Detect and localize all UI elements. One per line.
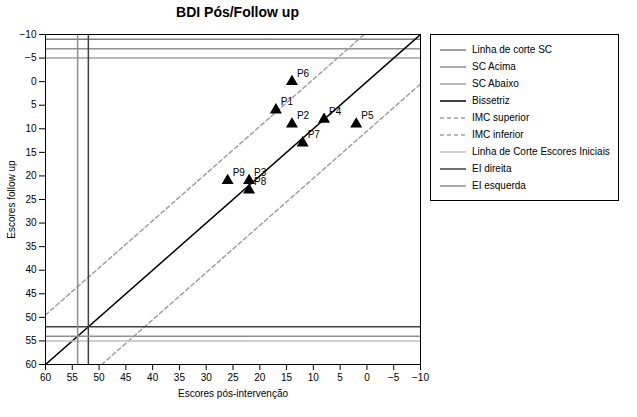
svg-text:25: 25 — [25, 194, 37, 205]
html-text:Bissetriz: Bissetriz — [472, 95, 510, 106]
svg-text:−10: −10 — [20, 29, 37, 40]
svg-text:10: 10 — [308, 372, 320, 383]
svg-text:30: 30 — [201, 372, 213, 383]
svg-text:0: 0 — [364, 372, 370, 383]
svg-text:35: 35 — [174, 372, 186, 383]
svg-text:50: 50 — [94, 372, 106, 383]
html-text:IMC inferior: IMC inferior — [472, 129, 524, 140]
svg-text:25: 25 — [227, 372, 239, 383]
html-text:BDI Pós/Follow up: BDI Pós/Follow up — [176, 4, 299, 20]
svg-text:15: 15 — [25, 147, 37, 158]
svg-text:10: 10 — [25, 123, 37, 134]
svg-text:P6: P6 — [297, 68, 310, 79]
svg-text:P5: P5 — [361, 110, 374, 121]
svg-text:15: 15 — [281, 372, 293, 383]
svg-text:5: 5 — [337, 372, 343, 383]
svg-text:55: 55 — [67, 372, 79, 383]
svg-text:P7: P7 — [308, 129, 321, 140]
html-text:EI direita: EI direita — [472, 163, 512, 174]
svg-text:P4: P4 — [329, 106, 342, 117]
svg-text:P2: P2 — [297, 110, 310, 121]
svg-text:Escores follow up: Escores follow up — [6, 160, 17, 239]
svg-text:P3: P3 — [254, 166, 267, 178]
html-text:Linha de Corte Escores Iniciai: Linha de Corte Escores Iniciais — [472, 146, 610, 157]
svg-text:55: 55 — [25, 335, 37, 346]
svg-text:Escores pós-intervenção: Escores pós-intervenção — [178, 388, 288, 399]
svg-text:60: 60 — [40, 372, 52, 383]
svg-text:60: 60 — [25, 359, 37, 370]
html-text:SC Abaixo: SC Abaixo — [472, 78, 519, 89]
svg-text:40: 40 — [25, 264, 37, 275]
svg-text:20: 20 — [25, 170, 37, 181]
html-text:Linha de corte SC: Linha de corte SC — [472, 44, 553, 55]
svg-text:−5: −5 — [25, 52, 37, 63]
svg-text:−5: −5 — [388, 372, 400, 383]
svg-text:30: 30 — [25, 217, 37, 228]
svg-text:−10: −10 — [412, 372, 429, 383]
svg-text:P9: P9 — [233, 167, 246, 178]
svg-text:40: 40 — [147, 372, 159, 383]
html-text:IMC superior: IMC superior — [472, 112, 530, 123]
svg-text:35: 35 — [25, 241, 37, 252]
svg-text:P8: P8 — [254, 176, 267, 187]
svg-text:50: 50 — [25, 312, 37, 323]
svg-text:0: 0 — [31, 76, 37, 87]
svg-text:20: 20 — [254, 372, 266, 383]
svg-text:P1: P1 — [281, 96, 294, 107]
html-text:EI esquerda: EI esquerda — [472, 180, 526, 191]
html-text:SC Acima: SC Acima — [472, 61, 516, 72]
svg-text:5: 5 — [31, 99, 37, 110]
svg-text:45: 45 — [120, 372, 132, 383]
svg-text:45: 45 — [25, 288, 37, 299]
